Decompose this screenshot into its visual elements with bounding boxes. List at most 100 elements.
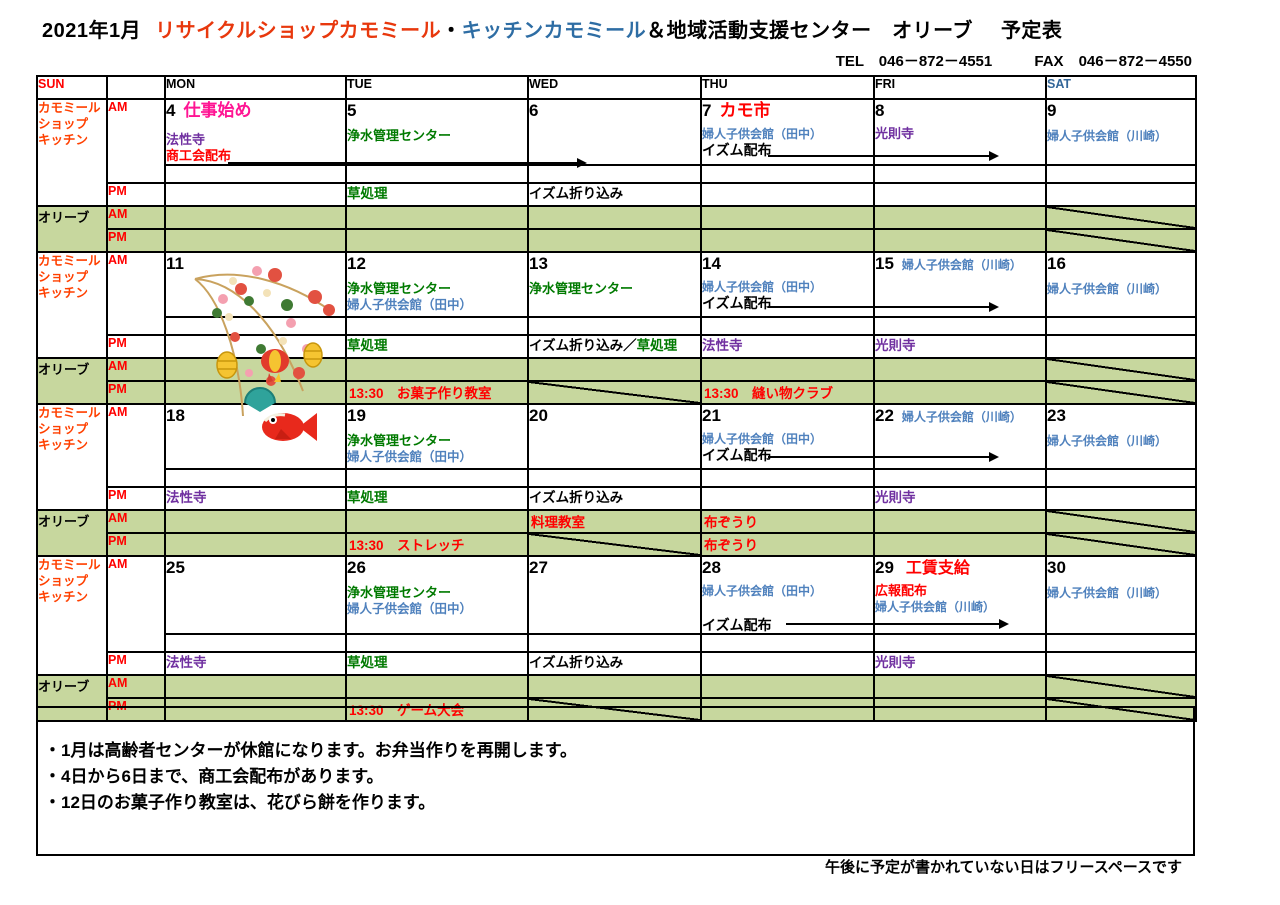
day-header-mon: MON [164,75,347,100]
pm-cell [1045,334,1197,359]
day-cell-jan5: 5 浄水管理センター [345,98,529,166]
olive-event: 13:30 お菓子作り教室 [349,386,492,401]
schedule-arrow-shokokai [228,158,587,168]
pm-label: PM [106,228,166,253]
day-cell-jan7: 7 カモ市 婦人子供会館（田中） イズム配布 [700,98,875,166]
olive-pm-cell [873,697,1047,722]
olive-am-cell-crossed [1045,357,1197,382]
pm-cell [700,486,875,511]
olive-pm-cell [873,532,1047,557]
title-center-name: ＆地域活動支援センター オリーブ [646,20,973,42]
olive-event: 布ぞうり [704,515,758,530]
olive-am-cell [345,357,529,382]
date-number: 11 [166,254,184,273]
olive-am-cell [873,509,1047,534]
event: 婦人子供会館（川崎） [1047,129,1168,143]
olive-am-cell: 料理教室 [527,509,702,534]
event: 婦人子供会館（田中） [702,432,823,446]
date-number: 18 [166,406,185,425]
olive-pm-cell [527,228,702,253]
date-number: 22 [875,406,894,425]
pm-label: PM [106,380,166,405]
event: イズム折り込み／ [529,338,637,353]
day-header-sat: SAT [1045,75,1197,100]
pm-cell: イズム折り込み／草処理 [527,334,702,359]
olive-pm-cell [873,228,1047,253]
note-line: ・1月は高齢者センターが休館になります。お弁当作りを再開します。 [44,741,578,760]
olive-pm-cell-crossed [1045,380,1197,405]
pm-cell: 光則寺 [873,334,1047,359]
day-cell-jan25: 25 [164,555,347,635]
date-note: カモ市 [719,101,771,120]
pm-label: PM [106,651,166,676]
event: 婦人子供会館（川崎） [875,600,996,614]
olive-am-cell [700,357,875,382]
olive-event: 13:30 縫い物クラブ [704,386,834,401]
day-cell-jan23: 23 婦人子供会館（川崎） [1045,403,1197,470]
event: 婦人子供会館（田中） [702,280,823,294]
date-number: 19 [347,406,366,425]
date-note: 婦人子供会館（川崎） [901,258,1022,272]
pm-label: PM [106,334,166,359]
olive-pm-cell: 布ぞうり [700,532,875,557]
olive-pm-cell [164,697,347,722]
am-label: AM [106,509,166,534]
day-header-sun: SUN [36,75,108,100]
date-number: 9 [1047,101,1057,120]
date-number: 6 [529,101,539,120]
olive-event: 布ぞうり [704,538,758,553]
spacer-row [37,164,1197,184]
pm-cell: イズム折り込み [527,182,702,207]
day-cell-jan8: 8 光則寺 [873,98,1047,166]
note-line: ・4日から6日まで、商工会配布があります。 [44,767,384,786]
event: 草処理 [636,338,678,353]
event: 商工会配布 [166,148,232,163]
date-number: 26 [347,558,366,577]
page-title: 2021年1月 リサイクルショップカモミール・キッチンカモミール＆地域活動支援セン… [42,14,1062,43]
day-cell-jan27: 27 [527,555,702,635]
olive-pm-cell [164,532,347,557]
day-cell-jan18: 18 [164,403,347,470]
day-cell-jan19: 19 浄水管理センター 婦人子供会館（田中） [345,403,529,470]
day-header-thu: THU [700,75,875,100]
day-cell-jan22: 22 婦人子供会館（川崎） [873,403,1047,470]
day-cell-jan28: 28 婦人子供会館（田中） イズム配布 [700,555,875,635]
event: 浄水管理センター [347,128,452,143]
title-kitchen-name: キッチンカモミール [461,20,647,42]
date-note: 婦人子供会館（川崎） [901,410,1022,424]
date-note: 仕事始め [183,101,252,120]
row-label-kamomiru: カモミール ショップ キッチン [36,98,108,207]
day-cell-jan12: 12 浄水管理センター 婦人子供会館（田中） [345,251,529,318]
event: 婦人子供会館（田中） [702,127,823,141]
pm-label: PM [106,532,166,557]
event: 婦人子供会館（川崎） [1047,282,1168,296]
calendar-table: SUN MON TUE WED THU FRI SAT カモミール ショップ キ… [36,75,1197,722]
am-label: AM [106,403,166,488]
date-number: 8 [875,101,885,120]
pm-cell [1045,486,1197,511]
am-label: AM [106,98,166,184]
event: 草処理 [347,338,388,353]
fax-number: FAX 046－872－4550 [1034,53,1192,70]
pm-cell [700,182,875,207]
title-suffix: 予定表 [1000,20,1063,42]
date-number: 28 [702,558,721,577]
pm-cell [164,182,347,207]
event: 広報配布 [875,583,928,598]
olive-am-cell-crossed [1045,205,1197,230]
pm-cell [1045,182,1197,207]
event: 婦人子供会館（田中） [347,450,473,464]
pm-cell: 光則寺 [873,651,1047,676]
day-cell-jan6: 6 [527,98,702,166]
olive-pm-cell-crossed [1045,697,1197,722]
tel-number: TEL 046－872－4551 [835,53,993,70]
day-cell-jan21: 21 婦人子供会館（田中） イズム配布 [700,403,875,470]
day-header-fri: FRI [873,75,1047,100]
event: イズム配布 [702,447,772,463]
pm-cell: イズム折り込み [527,651,702,676]
olive-pm-cell: 13:30 ストレッチ [345,532,529,557]
title-separator: ・ [441,20,462,42]
olive-am-cell [873,205,1047,230]
olive-am-cell-crossed [1045,674,1197,699]
pm-label: PM [106,182,166,207]
